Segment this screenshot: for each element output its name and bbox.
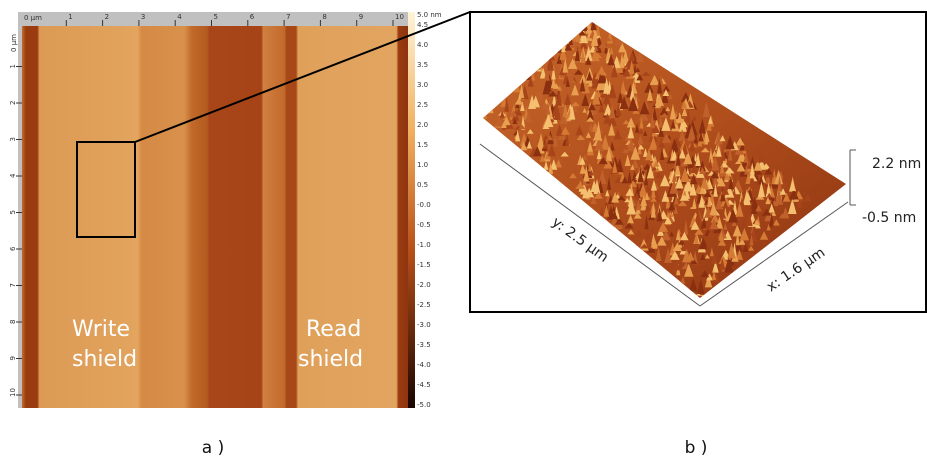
colorbar-label: -0.0 — [417, 201, 431, 209]
y-ruler-label: 4 — [9, 173, 17, 178]
y-ruler-origin: 0 μm — [10, 34, 18, 52]
read-shield-label: Read — [306, 317, 361, 342]
x-ruler-label: 5 — [214, 13, 218, 21]
x-ruler-label: 7 — [286, 13, 290, 21]
x-ruler-label: 10 — [395, 13, 404, 21]
panel-label: b ) — [685, 438, 708, 458]
colorbar-label: 2.0 — [417, 121, 428, 129]
colorbar-label: -3.5 — [417, 341, 431, 349]
colorbar-label: -2.5 — [417, 301, 431, 309]
x-ruler-label: 4 — [177, 13, 182, 21]
write-shield-label: Write — [72, 317, 130, 342]
z-min-label: -0.5 nm — [862, 210, 916, 226]
colorbar-label: 2.5 — [417, 101, 428, 109]
colorbar-label: 3.5 — [417, 61, 428, 69]
colorbar-label: -2.0 — [417, 281, 431, 289]
x-ruler-label: 9 — [359, 13, 363, 21]
y-ruler-label: 2 — [9, 101, 17, 105]
y-ruler-label: 9 — [9, 356, 17, 360]
y-ruler-label: 8 — [9, 320, 17, 324]
x-ruler-label: 1 — [68, 13, 72, 21]
colorbar-label: 1.5 — [417, 141, 428, 149]
z-max-label: 2.2 nm — [872, 156, 921, 172]
colorbar-label: -5.0 — [417, 401, 431, 409]
colorbar-label: -3.0 — [417, 321, 431, 329]
y-ruler-label: 6 — [9, 246, 17, 251]
write-shield-label: shield — [72, 347, 137, 372]
colorbar — [408, 12, 415, 408]
y-ruler-label: 10 — [9, 388, 17, 397]
x-ruler-label: 3 — [141, 13, 145, 21]
x-ruler-label: 6 — [250, 13, 255, 21]
colorbar-label: -4.5 — [417, 381, 431, 389]
read-shield-label: shield — [298, 347, 363, 372]
x-ruler-origin: 0 μm — [24, 14, 42, 22]
colorbar-label: 1.0 — [417, 161, 428, 169]
colorbar-label: -1.0 — [417, 241, 431, 249]
colorbar-label: -1.5 — [417, 261, 431, 269]
y-ruler-label: 1 — [9, 64, 17, 68]
colorbar-label: 5.0 nm — [417, 11, 442, 19]
y-ruler-label: 3 — [9, 137, 17, 141]
figure: 0 μm 0 μm Write shield Read shield a ) y… — [0, 0, 927, 461]
x-ruler-label: 2 — [105, 13, 109, 21]
colorbar-label: 3.0 — [417, 81, 428, 89]
panel-b: y: 2.5 μm x: 1.6 μm 2.2 nm -0.5 nm b ) — [470, 12, 926, 458]
y-ruler-label: 5 — [9, 210, 17, 214]
colorbar-label: -4.0 — [417, 361, 431, 369]
colorbar-label: 0.5 — [417, 181, 428, 189]
y-ruler-label: 7 — [9, 283, 17, 287]
colorbar-label: -0.5 — [417, 221, 431, 229]
x-ruler-label: 8 — [322, 13, 326, 21]
panel-label: a ) — [202, 438, 224, 458]
panel-a: 0 μm 0 μm Write shield Read shield a ) — [10, 12, 470, 458]
colorbar-label: 4.0 — [417, 41, 428, 49]
colorbar-label: 4.5 — [417, 21, 428, 29]
